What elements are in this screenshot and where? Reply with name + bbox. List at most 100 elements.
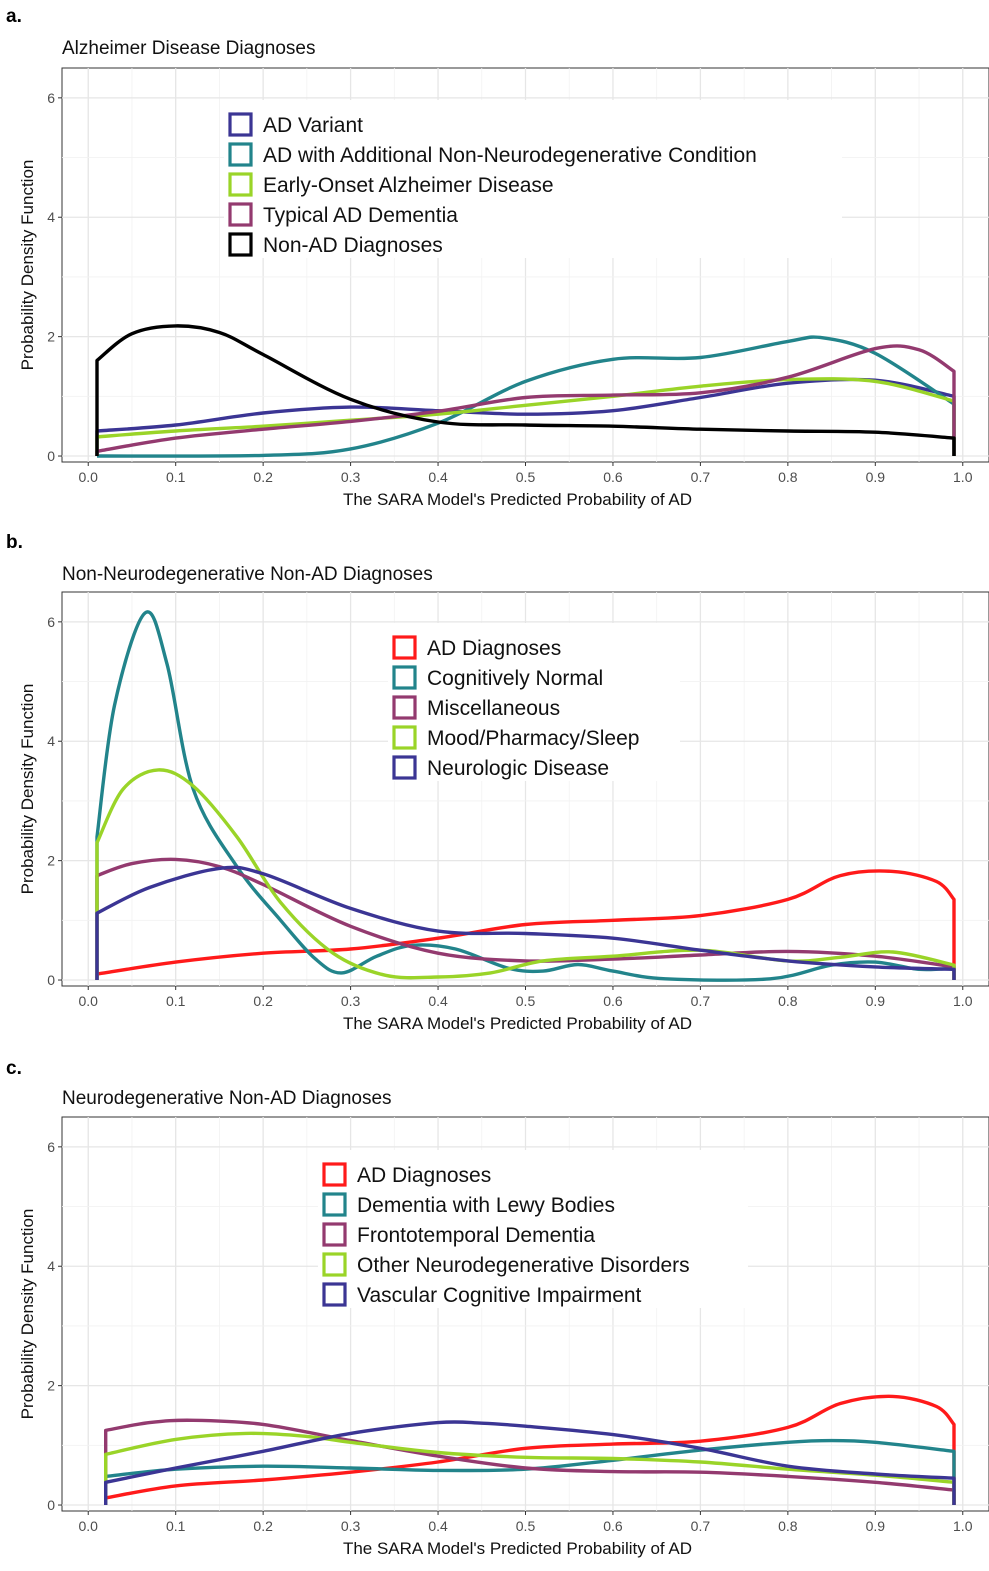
x-tick-label: 0.5: [516, 993, 536, 1009]
x-tick-label: 0.7: [691, 993, 711, 1009]
chart-panel-c: c. Neurodegenerative Non-AD Diagnoses 0 2 4 6…: [6, 1058, 989, 1558]
x-tick-label: 0.3: [341, 993, 361, 1009]
legend-key: [322, 1282, 347, 1307]
legend-key: [392, 635, 417, 660]
x-tick-label: 0.1: [166, 993, 186, 1009]
x-tick-label: 0.9: [866, 993, 886, 1009]
x-axis-title: The SARA Model's Predicted Probability o…: [343, 490, 692, 509]
x-tick-label: 0.4: [428, 469, 448, 485]
legend: AD Variant AD with Additional Non-Neurode…: [224, 100, 842, 258]
chart-title: Alzheimer Disease Diagnoses: [62, 38, 315, 59]
x-tick-label: 0.4: [428, 993, 448, 1009]
series-line-3: [95, 344, 956, 456]
legend-key: [322, 1222, 347, 1247]
legend-label: Frontotemporal Dementia: [357, 1224, 595, 1247]
legend-label: Vascular Cognitive Impairment: [357, 1284, 642, 1307]
x-tick-label: 0.8: [778, 1518, 798, 1534]
series-line-2: [95, 857, 956, 980]
y-tick-label: 0: [47, 448, 55, 464]
legend-key: [392, 665, 417, 690]
legend-key: [392, 725, 417, 750]
x-tick-label: 1.0: [953, 1518, 973, 1534]
legend-key: [322, 1162, 347, 1187]
x-tick-label: 0.6: [603, 993, 623, 1009]
y-tick-label: 6: [47, 614, 55, 630]
x-tick-label: 0.6: [603, 1518, 623, 1534]
series-lines: [95, 610, 956, 982]
x-tick-label: 0.6: [603, 469, 623, 485]
legend-label: Early-Onset Alzheimer Disease: [263, 174, 554, 197]
legend-label: Dementia with Lewy Bodies: [357, 1194, 615, 1217]
legend-key: [228, 112, 253, 137]
series-line-0: [104, 1394, 956, 1505]
y-axis-title: Probability Density Function: [18, 684, 37, 895]
x-tick-label: 0.2: [253, 993, 273, 1009]
legend-box: [388, 623, 680, 781]
x-tick-label: 0.5: [516, 469, 536, 485]
x-tick-label: 0.1: [166, 469, 186, 485]
legend-label: Non-AD Diagnoses: [263, 234, 443, 257]
x-tick-label: 1.0: [953, 993, 973, 1009]
legend-key: [228, 232, 253, 257]
legend-key: [392, 755, 417, 780]
panel-letter: c.: [6, 1058, 22, 1079]
y-tick-label: 0: [47, 1497, 55, 1513]
panel-letter: b.: [6, 532, 23, 553]
x-tick-label: 0.4: [428, 1518, 448, 1534]
legend-label: AD with Additional Non-Neurodegenerative…: [263, 144, 757, 167]
x-tick-label: 0.9: [866, 469, 886, 485]
y-tick-label: 2: [47, 1378, 55, 1394]
x-tick-label: 0.3: [341, 469, 361, 485]
series-line-4: [104, 1420, 956, 1505]
legend-label: Mood/Pharmacy/Sleep: [427, 727, 639, 750]
series-line-0: [95, 377, 956, 456]
chart-panel-a: a. Alzheimer Disease Diagnoses 0 2 4 6 0.0 0.1 0…: [6, 6, 989, 509]
y-tick-label: 2: [47, 329, 55, 345]
chart-title: Neurodegenerative Non-AD Diagnoses: [62, 1088, 392, 1109]
chart-title: Non-Neurodegenerative Non-AD Diagnoses: [62, 564, 433, 585]
legend-key: [322, 1192, 347, 1217]
legend-key: [228, 202, 253, 227]
x-tick-label: 0.1: [166, 1518, 186, 1534]
legend-label: AD Variant: [263, 114, 363, 137]
x-tick-label: 0.3: [341, 1518, 361, 1534]
legend-label: Typical AD Dementia: [263, 204, 458, 227]
series-line-4: [95, 865, 956, 980]
x-tick-label: 0.9: [866, 1518, 886, 1534]
legend-label: AD Diagnoses: [357, 1164, 491, 1187]
legend: AD Diagnoses Dementia with Lewy Bodies Fro…: [318, 1150, 748, 1308]
x-axis-title: The SARA Model's Predicted Probability o…: [343, 1014, 692, 1033]
legend-label: Other Neurodegenerative Disorders: [357, 1254, 690, 1277]
y-tick-label: 6: [47, 1139, 55, 1155]
legend-box: [224, 100, 842, 258]
legend-label: Cognitively Normal: [427, 667, 603, 690]
y-axis-title: Probability Density Function: [18, 1209, 37, 1420]
x-tick-label: 0.7: [691, 1518, 711, 1534]
y-axis-title: Probability Density Function: [18, 160, 37, 371]
x-tick-label: 0.0: [79, 993, 99, 1009]
x-tick-label: 1.0: [953, 469, 973, 485]
panel-letter: a.: [6, 6, 22, 27]
series-lines: [95, 324, 956, 458]
y-tick-label: 4: [47, 1258, 55, 1274]
x-tick-label: 0.5: [516, 1518, 536, 1534]
series-lines: [104, 1394, 956, 1505]
x-tick-label: 0.8: [778, 469, 798, 485]
series-line-1: [96, 335, 956, 458]
x-tick-label: 0.7: [691, 469, 711, 485]
y-tick-label: 0: [47, 972, 55, 988]
series-line-1: [104, 1438, 956, 1505]
legend-key: [322, 1252, 347, 1277]
chart-panel-b: b. Non-Neurodegenerative Non-AD Diagnoses…: [6, 532, 989, 1033]
y-tick-label: 6: [47, 90, 55, 106]
legend-key: [228, 142, 253, 167]
x-tick-label: 0.2: [253, 1518, 273, 1534]
y-tick-label: 4: [47, 209, 55, 225]
series-line-2: [95, 377, 956, 456]
legend-label: Miscellaneous: [427, 697, 560, 720]
legend-label: AD Diagnoses: [427, 637, 561, 660]
x-axis-title: The SARA Model's Predicted Probability o…: [343, 1539, 692, 1558]
y-tick-label: 4: [47, 733, 55, 749]
legend: AD Diagnoses Cognitively Normal Miscellane…: [388, 623, 680, 781]
